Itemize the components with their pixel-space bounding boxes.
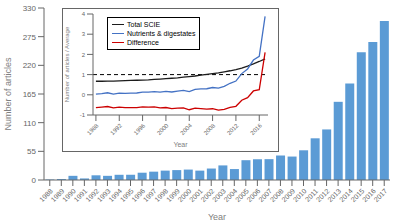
svg-text:2010: 2010 (291, 187, 308, 204)
svg-text:1992: 1992 (109, 122, 123, 136)
svg-text:2005: 2005 (234, 187, 251, 204)
svg-text:2013: 2013 (326, 187, 343, 204)
svg-text:2008: 2008 (268, 187, 285, 204)
svg-text:1993: 1993 (95, 187, 112, 204)
svg-text:1991: 1991 (72, 187, 89, 204)
svg-text:Number of articles: Number of articles (8, 57, 13, 131)
svg-text:2012: 2012 (314, 187, 331, 204)
svg-text:1989: 1989 (49, 187, 66, 204)
svg-text:2002: 2002 (199, 187, 216, 204)
svg-text:1998: 1998 (153, 187, 170, 204)
svg-text:2004: 2004 (222, 187, 239, 204)
svg-text:2016: 2016 (249, 122, 263, 136)
svg-text:275: 275 (23, 33, 37, 42)
svg-text:Year: Year (208, 212, 226, 222)
svg-text:1992: 1992 (84, 187, 101, 204)
svg-text:2017: 2017 (372, 187, 388, 203)
html-text:Difference: Difference (127, 39, 159, 46)
svg-text:2011: 2011 (303, 187, 320, 203)
svg-text:1994: 1994 (107, 187, 124, 204)
svg-text:2006: 2006 (245, 187, 262, 204)
svg-text:110: 110 (23, 119, 36, 128)
svg-text:3: 3 (82, 31, 86, 37)
svg-text:2000: 2000 (176, 187, 193, 204)
svg-text:Number of articles / Average: Number of articles / Average (64, 26, 70, 102)
svg-text:2004: 2004 (179, 122, 193, 136)
svg-text:Year: Year (173, 141, 188, 148)
html-text:Total SCIE: Total SCIE (127, 21, 161, 28)
svg-text:2009: 2009 (280, 187, 297, 204)
svg-text:220: 220 (23, 61, 37, 70)
svg-text:2015: 2015 (349, 187, 366, 204)
svg-text:165: 165 (23, 90, 37, 99)
svg-text:0: 0 (82, 92, 86, 98)
svg-text:2001: 2001 (188, 187, 204, 204)
html-text:Nutrients & digestates: Nutrients & digestates (127, 30, 196, 37)
svg-text:2003: 2003 (211, 187, 227, 204)
svg-text:2007: 2007 (257, 187, 274, 204)
svg-text:4: 4 (82, 11, 86, 17)
svg-text:1997: 1997 (141, 187, 158, 204)
svg-text:1988: 1988 (38, 187, 54, 204)
svg-text:1995: 1995 (118, 187, 135, 204)
svg-text:1999: 1999 (164, 187, 181, 204)
svg-text:2000: 2000 (156, 122, 170, 136)
svg-text:0: 0 (32, 176, 37, 185)
svg-text:2008: 2008 (203, 122, 217, 136)
svg-text:1: 1 (82, 72, 86, 78)
svg-text:1990: 1990 (61, 187, 78, 204)
svg-text:2: 2 (82, 52, 86, 58)
svg-text:2014: 2014 (337, 187, 354, 204)
svg-text:55: 55 (27, 147, 36, 156)
svg-text:2012: 2012 (226, 122, 240, 136)
svg-text:1996: 1996 (130, 187, 147, 204)
svg-text:1996: 1996 (133, 122, 147, 136)
svg-text:-1: -1 (80, 112, 86, 118)
svg-text:2016: 2016 (361, 187, 377, 204)
svg-text:330: 330 (23, 4, 37, 13)
svg-text:1988: 1988 (86, 122, 100, 136)
